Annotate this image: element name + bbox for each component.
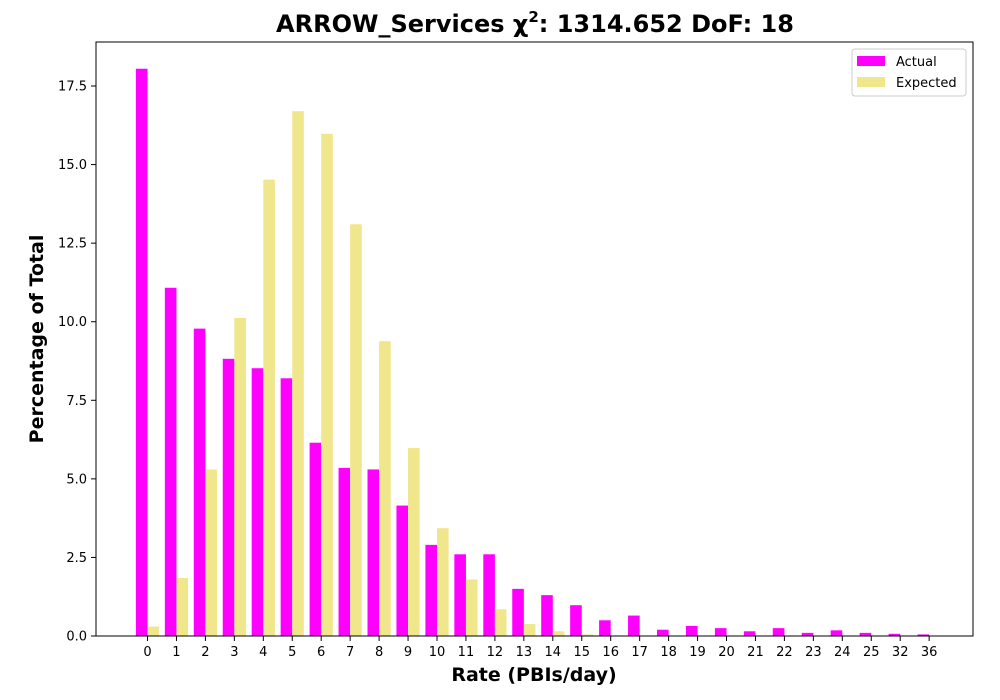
chart-title-superscript: 2 — [528, 8, 538, 26]
bar-actual-3 — [222, 358, 235, 636]
bar-actual-9 — [396, 505, 409, 636]
bar-expected-8 — [379, 341, 391, 636]
bar-expected-6 — [321, 133, 333, 636]
bar-actual-11 — [454, 554, 466, 636]
bar-actual-4 — [251, 368, 264, 636]
x-tick-label: 7 — [346, 645, 354, 660]
x-tick-label: 8 — [375, 645, 383, 660]
bar-actual-6 — [309, 442, 322, 636]
y-tick-label: 17.5 — [58, 80, 87, 95]
x-tick-label: 6 — [317, 645, 325, 660]
x-tick-label: 9 — [404, 645, 412, 660]
y-tick-label: 7.5 — [66, 394, 87, 409]
bar-actual-18 — [657, 629, 669, 636]
x-tick-label: 32 — [892, 645, 909, 660]
x-tick-label: 10 — [429, 645, 446, 660]
x-tick-label: 18 — [660, 645, 677, 660]
bar-actual-7 — [338, 467, 351, 636]
bar-expected-11 — [465, 579, 478, 636]
legend: Actual Expected — [851, 48, 967, 97]
bar-expected-2 — [205, 469, 217, 636]
x-tick-label: 14 — [545, 645, 562, 660]
x-tick-label: 0 — [143, 645, 151, 660]
y-tick-label: 12.5 — [58, 237, 87, 252]
bar-expected-5 — [292, 111, 304, 636]
bar-actual-13 — [512, 588, 524, 636]
bar-actual-2 — [193, 328, 206, 636]
y-axis-label: Percentage of Total — [26, 235, 48, 444]
bar-expected-1 — [176, 577, 189, 636]
bar-expected-4 — [263, 179, 275, 636]
y-tick-label: 0.0 — [66, 630, 87, 645]
plot-area — [135, 68, 930, 637]
x-tick-label: 15 — [573, 645, 590, 660]
x-tick-label: 11 — [458, 645, 475, 660]
x-tick-label: 21 — [747, 645, 764, 660]
chart-title-main: ARROW_Services χ — [276, 10, 528, 38]
x-tick-label: 16 — [602, 645, 619, 660]
bar-actual-1 — [164, 287, 177, 636]
legend-label-expected: Expected — [896, 76, 957, 91]
bar-actual-22 — [772, 628, 785, 636]
x-tick-label: 2 — [201, 645, 209, 660]
x-tick-label: 3 — [230, 645, 238, 660]
chart-title: ARROW_Services χ2: 1314.652 DoF: 18 — [276, 8, 794, 38]
x-tick-label: 36 — [921, 645, 938, 660]
axes-frame — [95, 41, 974, 637]
bar-actual-12 — [483, 554, 495, 636]
legend-swatch-actual — [857, 56, 885, 66]
y-tick-label: 2.5 — [66, 551, 87, 566]
bar-expected-10 — [437, 528, 449, 636]
x-tick-label: 1 — [172, 645, 180, 660]
bar-actual-5 — [280, 378, 293, 636]
x-axis: 0 1 2 3 4 5 6 7 8 9 10 11 12 13 14 15 16 17 18 19 20 21 22 23 24… — [143, 636, 937, 660]
y-tick-label: 10.0 — [58, 315, 87, 330]
bar-actual-16 — [599, 620, 611, 636]
bar-actual-21 — [743, 631, 756, 636]
x-tick-label: 17 — [631, 645, 648, 660]
y-tick-label: 5.0 — [66, 472, 87, 487]
y-axis: 0.0 2.5 5.0 7.5 10.0 12.5 15.0 17.5 — [58, 80, 96, 645]
y-tick-label: 15.0 — [58, 158, 87, 173]
bar-expected-7 — [350, 224, 362, 637]
bar-expected-12 — [494, 609, 507, 636]
x-tick-label: 4 — [259, 645, 267, 660]
chart-title-rest: : 1314.652 DoF: 18 — [539, 10, 794, 38]
bar-actual-10 — [425, 544, 437, 636]
bar-actual-19 — [685, 625, 698, 636]
x-tick-label: 25 — [863, 645, 880, 660]
bar-actual-17 — [628, 615, 640, 636]
bar-actual-23 — [801, 632, 814, 636]
bar-expected-13 — [523, 624, 536, 636]
x-tick-label: 13 — [516, 645, 533, 660]
x-tick-label: 12 — [487, 645, 504, 660]
bar-expected-0 — [147, 626, 160, 636]
bar-expected-3 — [234, 317, 246, 636]
bar-actual-20 — [714, 628, 727, 636]
bar-actual-8 — [367, 469, 380, 636]
x-tick-label: 23 — [805, 645, 822, 660]
x-tick-label: 24 — [834, 645, 851, 660]
bar-actual-36 — [917, 634, 930, 636]
bar-expected-15 — [581, 634, 594, 636]
x-tick-label: 20 — [718, 645, 735, 660]
bar-actual-32 — [888, 633, 901, 636]
x-tick-label: 22 — [776, 645, 793, 660]
bar-actual-25 — [859, 632, 872, 636]
x-tick-label: 5 — [288, 645, 296, 660]
bar-actual-14 — [541, 595, 553, 636]
bar-expected-14 — [552, 631, 565, 636]
legend-label-actual: Actual — [896, 55, 937, 70]
bar-actual-15 — [570, 605, 582, 636]
x-axis-label: Rate (PBIs/day) — [451, 664, 616, 686]
bar-expected-9 — [408, 448, 420, 636]
bar-actual-0 — [135, 68, 148, 636]
legend-swatch-expected — [857, 77, 885, 87]
bar-actual-24 — [830, 630, 843, 636]
x-tick-label: 19 — [689, 645, 706, 660]
